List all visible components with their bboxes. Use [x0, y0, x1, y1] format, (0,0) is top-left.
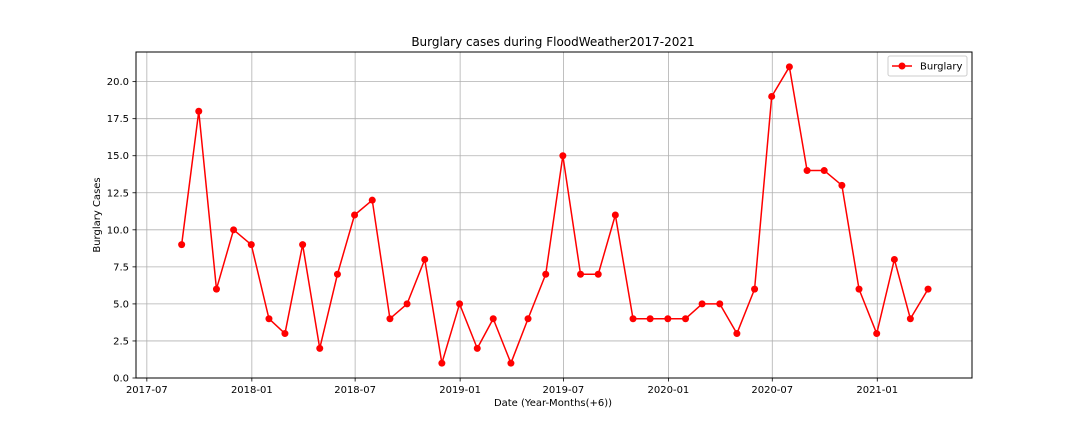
y-tick-label: 2.5: [113, 336, 129, 347]
chart-title: Burglary cases during FloodWeather2017-2…: [411, 35, 694, 49]
y-axis-title: Burglary Cases: [92, 177, 103, 252]
data-point: [855, 285, 863, 293]
data-point: [785, 63, 793, 71]
data-point: [890, 255, 898, 263]
data-point: [456, 300, 464, 308]
data-point: [924, 285, 932, 293]
data-point: [803, 167, 811, 175]
data-point: [906, 315, 914, 323]
data-point: [524, 315, 532, 323]
data-point: [542, 270, 550, 278]
data-point: [230, 226, 238, 234]
data-point: [664, 315, 672, 323]
y-tick-label: 7.5: [113, 262, 129, 273]
data-point: [768, 92, 776, 100]
data-point: [316, 344, 324, 352]
data-point: [751, 285, 759, 293]
data-point: [838, 181, 846, 189]
data-point: [247, 241, 255, 249]
data-point: [507, 359, 515, 367]
x-tick-label: 2021-01: [856, 385, 898, 396]
x-tick-label: 2018-07: [334, 385, 376, 396]
y-tick-label: 20.0: [107, 77, 129, 88]
data-point: [629, 315, 637, 323]
data-point: [178, 241, 186, 249]
y-axis: 0.0 2.5 5.0 7.5 10.0 12.5 15.0 17.5 20.0: [107, 77, 136, 385]
data-point: [438, 359, 446, 367]
grid-lines: [136, 52, 972, 379]
data-point: [594, 270, 602, 278]
data-point: [333, 270, 341, 278]
data-point: [281, 330, 289, 338]
x-tick-label: 2020-01: [648, 385, 690, 396]
x-tick-label: 2019-01: [439, 385, 481, 396]
data-point: [611, 211, 619, 219]
data-point: [212, 285, 220, 293]
y-tick-label: 12.5: [107, 188, 129, 199]
x-axis: 2017-07 2018-01 2018-07 2019-01 2019-07 2020-…: [126, 378, 898, 396]
legend-marker: [898, 62, 906, 70]
y-tick-label: 5.0: [113, 299, 129, 310]
data-point: [820, 167, 828, 175]
x-tick-label: 2017-07: [126, 385, 168, 396]
data-point: [559, 152, 567, 160]
data-point: [646, 315, 654, 323]
data-point: [489, 315, 497, 323]
data-point: [351, 211, 359, 219]
data-point: [682, 315, 690, 323]
data-point: [299, 241, 307, 249]
data-point: [698, 300, 706, 308]
x-tick-label: 2020-07: [751, 385, 793, 396]
y-tick-label: 17.5: [107, 114, 129, 125]
y-tick-label: 10.0: [107, 225, 129, 236]
legend: Burglary: [887, 55, 968, 77]
x-tick-label: 2018-01: [231, 385, 273, 396]
data-point: [368, 196, 376, 204]
data-point: [577, 270, 585, 278]
data-point: [195, 107, 203, 115]
y-tick-label: 0.0: [113, 374, 129, 385]
data-point: [265, 315, 273, 323]
y-tick-label: 15.0: [107, 151, 129, 162]
data-point: [473, 344, 481, 352]
series-burglary: [178, 63, 932, 367]
legend-frame: [887, 55, 968, 77]
legend-label-burglary: Burglary: [920, 62, 962, 73]
series-line: [180, 66, 929, 364]
x-tick-label: 2019-07: [543, 385, 585, 396]
data-point: [733, 330, 741, 338]
data-point: [716, 300, 724, 308]
data-point: [421, 255, 429, 263]
data-point: [403, 300, 411, 308]
plot-area-frame: [135, 51, 973, 379]
data-point: [386, 315, 394, 323]
data-point: [873, 330, 881, 338]
x-axis-title: Date (Year-Months(+6)): [494, 398, 612, 409]
